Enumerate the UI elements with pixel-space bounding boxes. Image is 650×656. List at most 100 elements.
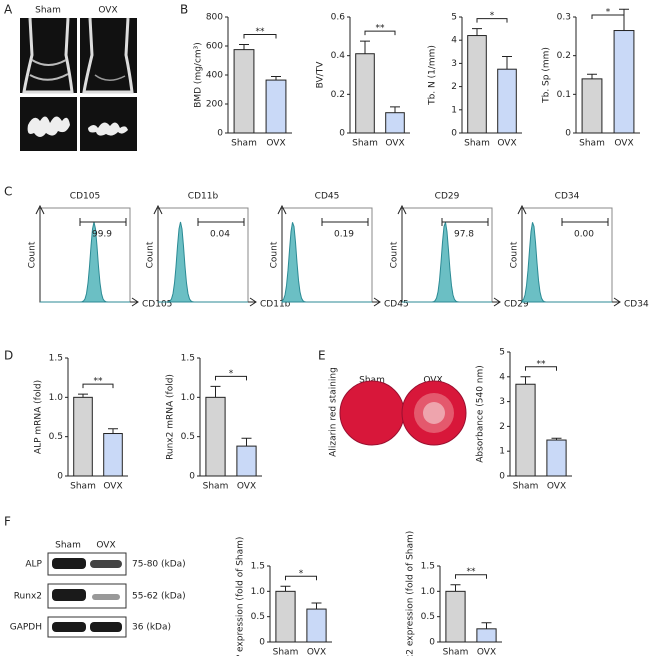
flow-title: CD105 <box>70 192 100 202</box>
error-bar <box>390 106 400 113</box>
x-tick-label: OVX <box>385 139 404 149</box>
panel-letter: B <box>180 3 188 17</box>
significance-bracket <box>215 375 247 381</box>
flow-histogram <box>158 221 248 303</box>
significance-bracket <box>82 383 114 389</box>
significance-label: ** <box>256 27 266 37</box>
x-tick-label: OVX <box>477 648 496 656</box>
flow-histogram <box>402 222 492 303</box>
bar <box>497 68 517 134</box>
y-axis-label: BMD (mg/cm³) <box>194 42 204 108</box>
x-tick-label: OVX <box>614 139 633 149</box>
significance-bracket <box>591 14 625 19</box>
y-axis-label: Tb. Sp (mm) <box>542 47 552 104</box>
y-tick-label: 1.0 <box>251 587 266 597</box>
y-tick-label: 1.5 <box>49 354 63 364</box>
x-tick-label: Sham <box>203 482 229 492</box>
significance-label: ** <box>467 567 477 577</box>
error-bar <box>271 75 281 81</box>
bar <box>515 383 536 477</box>
y-tick-label: 1 <box>451 105 457 115</box>
x-tick-label: Sham <box>579 139 605 149</box>
x-tick-label: Sham <box>513 482 539 492</box>
error-bar <box>210 385 221 398</box>
plate-label: OVX <box>423 376 442 386</box>
panel-letter: C <box>4 185 12 199</box>
flow-title: CD45 <box>315 192 340 202</box>
bar <box>445 590 466 643</box>
y-tick-label: 0.3 <box>557 13 571 23</box>
x-tick-label: Sham <box>352 139 378 149</box>
bar <box>467 35 487 134</box>
y-tick-label: 0.5 <box>421 612 435 622</box>
y-tick-label: 0.2 <box>557 51 571 61</box>
y-tick-label: 1.0 <box>49 393 64 403</box>
error-bar <box>311 602 322 610</box>
y-tick-label: 0 <box>565 129 571 139</box>
error-bar <box>280 585 291 592</box>
y-axis-label: Tb. N (1/mm) <box>428 45 438 106</box>
x-tick-label: Sham <box>464 139 490 149</box>
error-bar <box>450 584 461 592</box>
flow-y-label: Count <box>510 241 520 268</box>
flow-x-label: CD29 <box>504 300 529 310</box>
bar <box>546 439 567 477</box>
bar <box>265 79 287 134</box>
side-label: Alizarin red staining <box>329 367 339 457</box>
bar <box>275 590 296 643</box>
protein-label: GAPDH <box>10 623 42 633</box>
flow-x-label: CD105 <box>142 300 172 310</box>
error-bar <box>619 8 629 31</box>
flow-histogram <box>281 222 372 303</box>
error-bar <box>551 437 562 441</box>
significance-bracket <box>476 18 508 23</box>
error-bar <box>239 44 249 50</box>
significance-bracket <box>364 30 396 36</box>
flow-y-label: Count <box>270 241 280 268</box>
panel-letter: F <box>4 515 11 529</box>
flow-gate <box>79 218 127 226</box>
y-tick-label: 800 <box>206 13 223 23</box>
flow-x-label: CD34 <box>624 300 649 310</box>
y-tick-label: 5 <box>499 348 505 358</box>
y-tick-label: 4 <box>499 372 505 382</box>
protein-label: Runx2 <box>14 592 42 602</box>
bar <box>103 433 123 477</box>
error-bar <box>502 55 512 70</box>
y-tick-label: 1.5 <box>251 562 265 572</box>
image-label: Sham <box>35 6 61 16</box>
y-tick-label: 0 <box>429 638 435 648</box>
size-label: 55-62 (kDa) <box>132 592 186 602</box>
y-tick-label: 0 <box>499 472 505 482</box>
y-axis-label: ALP mRNA (fold) <box>34 380 44 454</box>
bar <box>73 396 93 477</box>
bar <box>205 396 226 477</box>
y-axis-label: BV/TV <box>316 61 326 89</box>
x-tick-label: Sham <box>70 482 96 492</box>
flow-y-label: Count <box>28 241 38 268</box>
y-tick-label: 0.2 <box>331 90 345 100</box>
lane-label: OVX <box>96 541 115 551</box>
flow-gate-value: 0.04 <box>210 230 230 240</box>
y-tick-label: 3 <box>451 59 457 69</box>
x-tick-label: OVX <box>547 482 566 492</box>
size-label: 36 (kDa) <box>132 623 171 633</box>
y-tick-label: 3 <box>499 397 505 407</box>
significance-bracket <box>525 366 557 371</box>
flow-y-label: Count <box>146 241 156 268</box>
significance-bracket <box>243 34 277 39</box>
y-tick-label: 400 <box>206 71 223 81</box>
error-bar <box>587 73 597 79</box>
y-tick-label: 1.0 <box>181 393 196 403</box>
error-bar <box>241 437 252 447</box>
significance-label: ** <box>537 359 547 369</box>
significance-bracket <box>455 574 487 579</box>
flow-gate <box>197 218 245 226</box>
significance-label: ** <box>94 377 104 387</box>
y-tick-label: 0 <box>451 129 457 139</box>
error-bar <box>78 393 88 398</box>
bar <box>233 49 255 134</box>
panel-letter: A <box>4 3 13 17</box>
y-tick-label: 0.6 <box>331 13 346 23</box>
